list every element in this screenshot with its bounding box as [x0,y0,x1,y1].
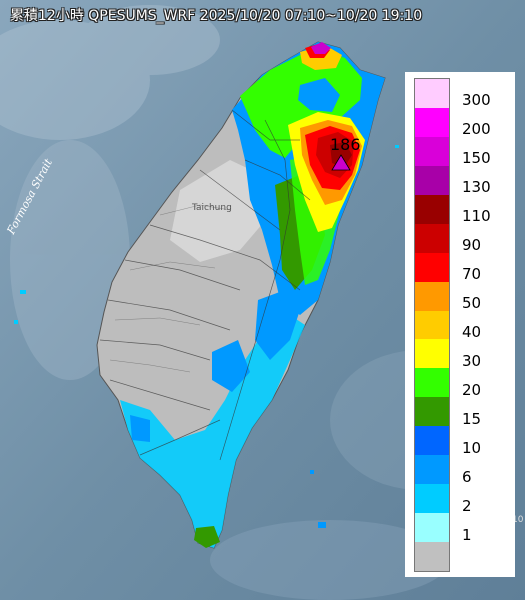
legend-label: 300 [462,91,491,110]
map-title: 累積12小時 QPESUMS_WRF 2025/10/20 07:10~10/2… [10,8,423,24]
legend-swatch [415,165,449,196]
legend-swatch [415,368,449,398]
max-rainfall-value: 186 [330,135,361,154]
legend-swatch [415,107,449,138]
legend-label: 30 [462,351,482,370]
max-rainfall-marker-icon [331,154,351,171]
legend-swatch [415,136,449,167]
legend-swatch [415,310,449,340]
legend-label: 130 [462,178,491,197]
county-boundaries [99,109,311,461]
legend-swatch [415,339,449,369]
offshore-islands [14,145,399,528]
legend-swatch [415,252,449,283]
legend-swatch [415,281,449,312]
legend-swatch [415,79,449,109]
rain-blue-patch-southtip [194,526,220,548]
legend-label: 6 [462,467,472,486]
legend-label: 200 [462,120,491,139]
legend-color-bar [414,78,450,572]
legend-label: 2 [462,496,472,515]
legend-label: 15 [462,409,482,428]
legend-swatch [415,426,449,456]
legend-swatch [415,455,449,485]
legend-label: 70 [462,265,482,284]
legend-label: 90 [462,236,482,255]
legend-swatch [415,194,449,225]
legend-label: 150 [462,149,491,168]
rain-blue-east [255,290,300,360]
rain-magenta-peak-north [311,42,331,54]
legend-swatch [415,542,449,572]
legend-label: 110 [462,207,491,226]
legend-swatch [415,223,449,254]
legend-label: 40 [462,323,482,341]
legend-label: 1 [462,525,472,544]
edge-label: 10 [512,515,524,525]
river-lines [109,204,231,373]
rain-lightblue-patches [130,340,250,442]
city-label: Taichung [192,203,232,213]
legend-label: 50 [462,294,482,313]
legend-swatch [415,484,449,514]
rain-blue-patch-northwest [298,78,340,112]
legend-swatch [415,397,449,427]
mountain-zone [170,160,270,262]
rain-cyan-south [120,315,305,548]
legend-label: 20 [462,380,482,399]
legend-label: 10 [462,438,482,457]
legend-swatch [415,513,449,543]
